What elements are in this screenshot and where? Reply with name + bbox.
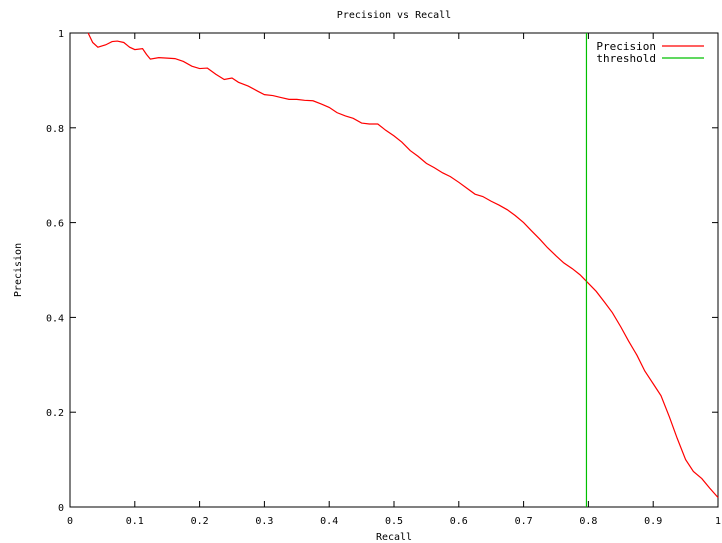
legend-label: threshold	[596, 52, 656, 65]
series-layer	[87, 32, 719, 507]
x-tick-label: 0.1	[126, 516, 144, 527]
y-tick-label: 0.8	[46, 124, 64, 135]
x-axis-ticks: 0 0.1 0.2 0.3 0.4 0.5 0.6 0.7 0.8 0.9 1	[67, 33, 721, 527]
x-tick-label: 0.8	[579, 516, 597, 527]
x-tick-label: 0.2	[191, 516, 209, 527]
x-tick-label: 0.5	[385, 516, 403, 527]
plot-area	[69, 32, 719, 508]
plot-frame	[69, 32, 719, 508]
chart-title: Precision vs Recall	[337, 10, 451, 21]
x-tick-label: 1	[715, 516, 721, 527]
y-tick-label: 0	[58, 503, 64, 514]
y-tick-label: 0.6	[46, 219, 64, 230]
y-axis-title: Precision	[13, 243, 24, 297]
x-tick-label: 0.6	[450, 516, 468, 527]
x-axis-title: Recall	[376, 532, 412, 543]
x-tick-label: 0.4	[320, 516, 338, 527]
x-tick-label: 0.9	[644, 516, 662, 527]
y-tick-label: 0.2	[46, 408, 64, 419]
x-tick-label: 0.3	[255, 516, 273, 527]
y-tick-label: 0.4	[46, 313, 64, 324]
legend-label: Precision	[596, 40, 656, 53]
y-axis-ticks: 0 0.2 0.4 0.6 0.8 1	[46, 29, 718, 514]
x-tick-label: 0.7	[515, 516, 533, 527]
y-tick-label: 1	[58, 29, 64, 40]
series-line-precision	[87, 32, 719, 498]
x-tick-label: 0	[67, 516, 73, 527]
